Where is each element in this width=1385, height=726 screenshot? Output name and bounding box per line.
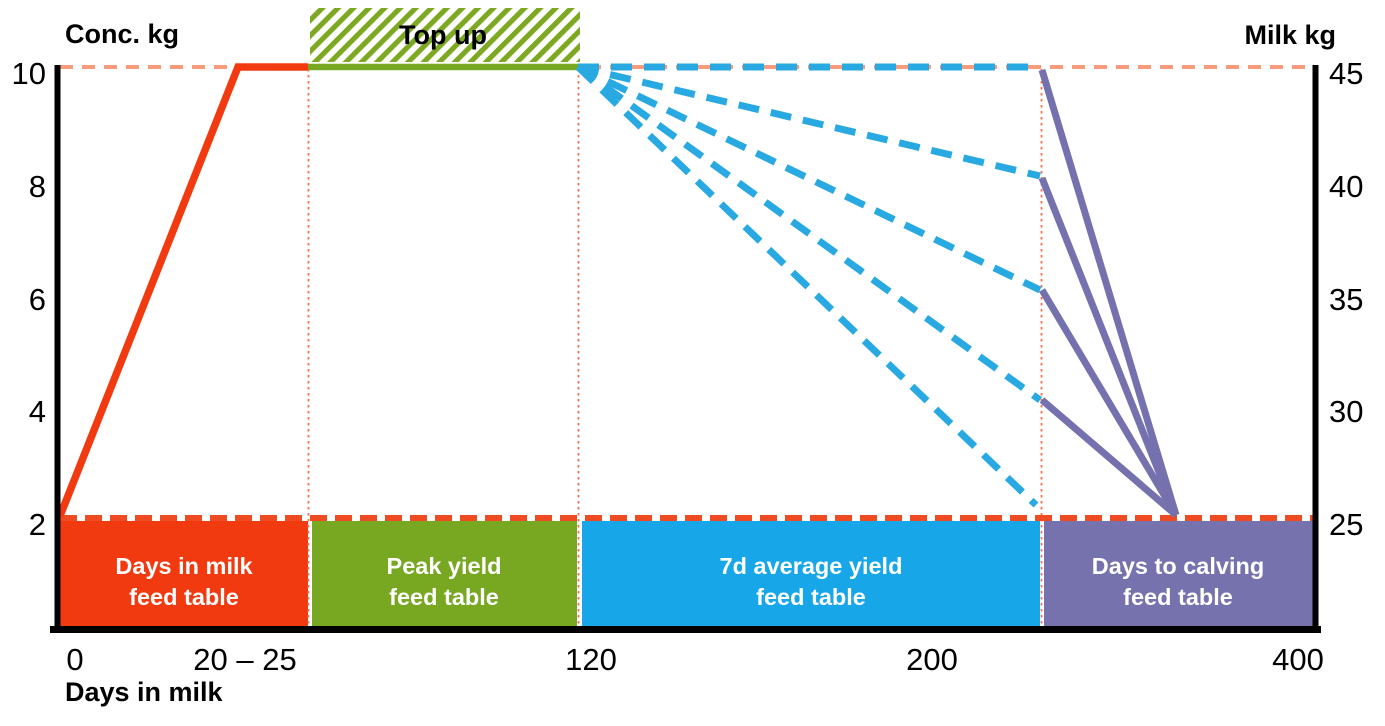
band-peak-yield <box>312 521 577 627</box>
left-axis-title: Conc. kg <box>65 19 179 49</box>
band-labels: Days in milk feed table Peak yield feed … <box>115 553 1264 610</box>
x-axis-title: Days in milk <box>65 677 224 707</box>
band-peak-yield-label-line1: Peak yield <box>387 553 502 579</box>
top-up-label: Top up <box>399 20 487 50</box>
band-peak-yield-label-line2: feed table <box>389 584 499 610</box>
band-7d-average-label-line1: 7d average yield <box>720 553 903 579</box>
right-tick-45: 45 <box>1329 56 1363 91</box>
band-days-to-calving-label-line1: Days to calving <box>1092 553 1264 579</box>
left-axis-tick-labels: 10 8 6 4 2 <box>12 56 46 542</box>
right-tick-30: 30 <box>1329 394 1363 429</box>
band-days-in-milk-label-line2: feed table <box>129 584 239 610</box>
right-tick-25: 25 <box>1329 507 1363 542</box>
right-axis-title: Milk kg <box>1244 20 1336 50</box>
band-7d-average-label-line2: feed table <box>756 584 866 610</box>
blue-fan-dashed-lines <box>575 63 1043 508</box>
right-axis-tick-labels: 45 40 35 30 25 <box>1329 56 1363 542</box>
band-7d-average-yield <box>582 521 1040 627</box>
left-tick-2: 2 <box>29 507 46 542</box>
top-up-hatched-box <box>310 8 580 62</box>
x-tick-20-25: 20 – 25 <box>193 642 296 677</box>
left-tick-4: 4 <box>29 394 46 429</box>
band-days-in-milk <box>60 521 308 627</box>
x-axis-tick-labels: 0 20 – 25 120 200 400 <box>66 642 1323 677</box>
x-tick-0: 0 <box>66 642 83 677</box>
right-tick-35: 35 <box>1329 282 1363 317</box>
red-ramp-line <box>56 63 308 518</box>
x-tick-120: 120 <box>565 642 617 677</box>
right-tick-40: 40 <box>1329 169 1363 204</box>
left-tick-6: 6 <box>29 282 46 317</box>
left-tick-10: 10 <box>12 56 46 91</box>
purple-converging-lines <box>1038 68 1180 518</box>
left-tick-8: 8 <box>29 169 46 204</box>
band-days-to-calving <box>1044 521 1313 627</box>
band-days-in-milk-label-line1: Days in milk <box>115 553 253 579</box>
band-days-to-calving-label-line2: feed table <box>1123 584 1233 610</box>
x-tick-200: 200 <box>906 642 958 677</box>
x-tick-400: 400 <box>1272 642 1324 677</box>
